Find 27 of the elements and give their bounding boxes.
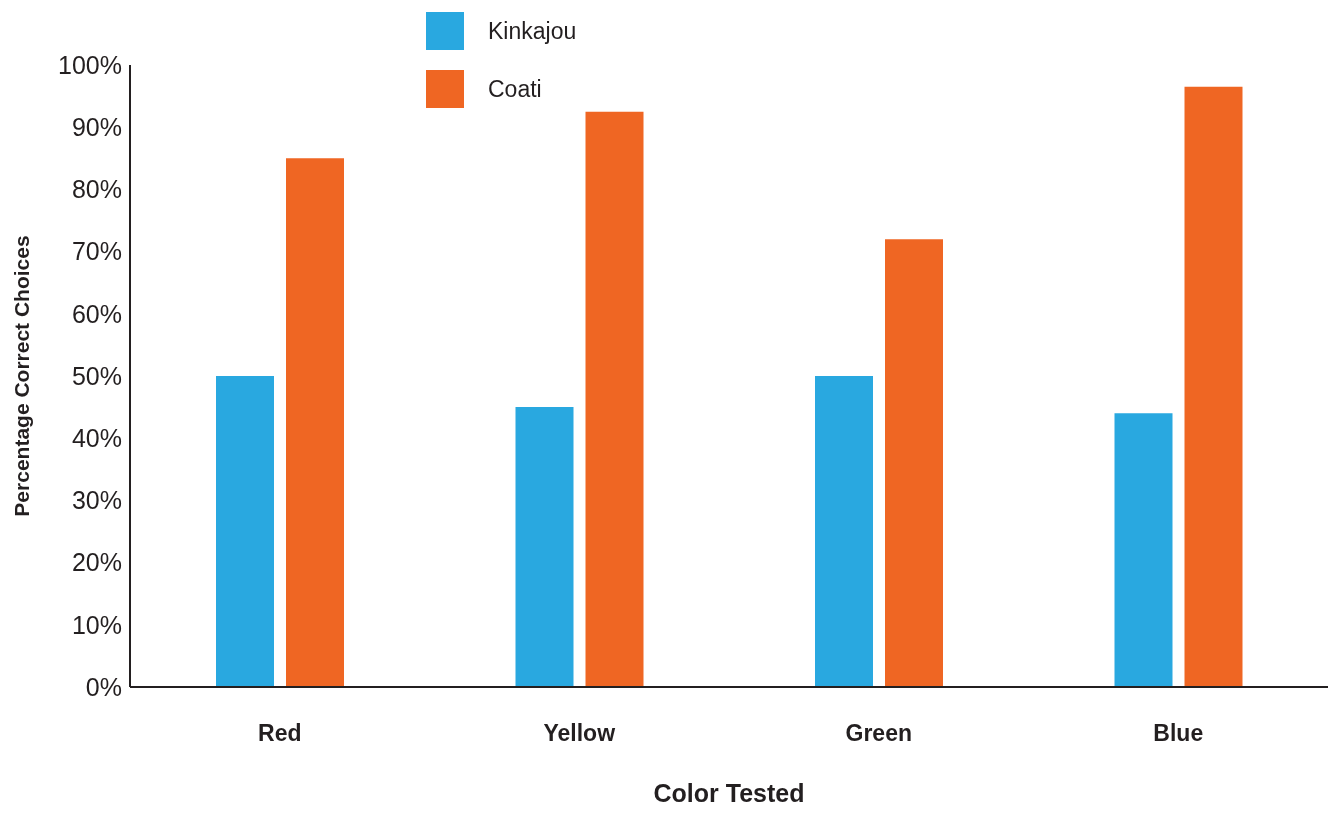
y-tick-label: 10% <box>71 610 122 639</box>
y-tick-label: 80% <box>71 175 122 204</box>
y-tick-label: 90% <box>71 113 122 142</box>
bar <box>815 376 873 687</box>
bar <box>1114 413 1173 687</box>
x-tick-label: Blue <box>1153 720 1204 747</box>
bar <box>216 376 274 687</box>
y-tick-label: 60% <box>71 299 122 328</box>
x-tick-label: Red <box>258 720 302 747</box>
legend-label: Coati <box>488 75 542 103</box>
y-tick-label: 0% <box>85 672 122 701</box>
y-axis-title: Percentage Correct Choices <box>10 235 34 517</box>
y-tick-label: 70% <box>71 237 122 266</box>
y-tick-label: 30% <box>71 486 122 515</box>
bar <box>1184 86 1243 687</box>
x-axis-title: Color Tested <box>653 779 805 807</box>
y-tick-label: 20% <box>71 548 122 577</box>
legend-label: Kinkajou <box>488 17 577 45</box>
x-tick-label: Yellow <box>543 720 616 747</box>
y-tick-label: 40% <box>71 424 122 453</box>
bar <box>286 158 344 687</box>
bar <box>515 407 574 687</box>
y-tick-label: 50% <box>71 361 122 390</box>
y-tick-label: 100% <box>58 50 122 79</box>
bar <box>585 111 644 687</box>
bar <box>885 239 943 687</box>
x-tick-label: Green <box>845 720 912 747</box>
